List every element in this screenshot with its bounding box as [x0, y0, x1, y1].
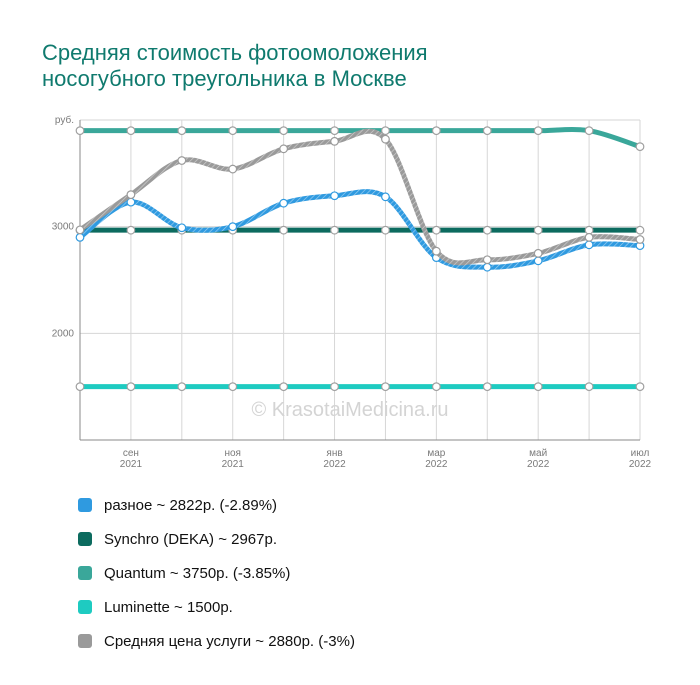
legend-item-average-price[interactable]: Средняя цена услуги ~ 2880р. (-3%)	[78, 624, 355, 658]
legend-swatch-synchro	[78, 532, 92, 546]
series-1-point	[228, 126, 238, 136]
series-1-point	[482, 126, 492, 136]
legend-swatch-average-price	[78, 634, 92, 648]
series-3-point	[279, 225, 289, 235]
chart-title-line-1: Средняя стоимость фотоомоложения	[42, 40, 428, 65]
chart-title-line-2: носогубного треугольника в Москве	[42, 66, 407, 91]
series-3-point	[381, 225, 390, 235]
series-4-point	[177, 223, 187, 233]
series-2-point	[126, 382, 136, 392]
series-2-point	[431, 382, 441, 392]
series-5-point	[635, 235, 645, 244]
series-1-point	[279, 126, 289, 136]
series-3-point	[330, 225, 339, 235]
x-tick-label: янв 2022	[323, 448, 346, 470]
series-1-point	[533, 126, 543, 136]
series-5-point	[177, 156, 187, 165]
legend-item-raznoe[interactable]: разное ~ 2822р. (-2.89%)	[78, 488, 355, 522]
legend-item-quantum[interactable]: Quantum ~ 3750р. (-3.85%)	[78, 556, 355, 590]
line-chart: руб. 2000 3000 сен 2021 ноя 2021 янв 2022 мар 2022…	[52, 114, 652, 470]
series-4-point	[75, 232, 85, 242]
legend-label-quantum: Quantum ~ 3750р. (-3.85%)	[104, 564, 291, 582]
x-tick-label: май 2022	[527, 448, 550, 470]
series-2-point	[635, 382, 645, 392]
series-5-point	[330, 136, 339, 146]
series-4-point	[330, 191, 339, 201]
series-1-point	[177, 126, 187, 136]
series-4-point	[381, 192, 390, 202]
series-3-point	[482, 225, 492, 235]
series-2-point	[228, 382, 238, 392]
series-2-point	[584, 382, 594, 392]
series-2-point	[75, 382, 85, 392]
legend-label-average-price: Средняя цена услуги ~ 2880р. (-3%)	[104, 632, 355, 650]
x-tick-label: ноя 2021	[222, 448, 245, 470]
legend-swatch-raznoe	[78, 498, 92, 512]
legend-label-raznoe: разное ~ 2822р. (-2.89%)	[104, 496, 278, 514]
series-2-point	[533, 382, 543, 392]
x-tick-label: сен 2021	[120, 448, 143, 470]
series-2-point	[482, 382, 492, 392]
series-1-point	[635, 142, 645, 152]
y-axis-unit-label: руб.	[55, 114, 74, 126]
series-5-line	[77, 128, 643, 266]
series-1-point	[381, 126, 390, 136]
x-tick-label: июл 2022	[629, 448, 652, 470]
series-4-point	[482, 262, 492, 272]
series-4-point	[279, 198, 289, 208]
legend-label-luminette: Luminette ~ 1500р.	[104, 598, 233, 616]
series-3-point	[584, 225, 594, 235]
series-4-point	[584, 240, 594, 250]
legend-item-luminette[interactable]: Luminette ~ 1500р.	[78, 590, 355, 624]
series-5-point	[126, 190, 136, 200]
x-tick-label: мар 2022	[425, 448, 448, 470]
series-2-point	[330, 382, 339, 392]
series-3-point	[533, 225, 543, 235]
chart-title: Средняя стоимость фотоомоложения носогуб…	[42, 40, 662, 92]
series-5-point	[75, 225, 85, 235]
legend-swatch-quantum	[78, 566, 92, 580]
series-3-point	[126, 225, 136, 235]
series-2-point	[279, 382, 289, 392]
series-5-point	[584, 232, 594, 242]
legend-label-synchro: Synchro (DEKA) ~ 2967р.	[104, 530, 278, 548]
y-tick-label: 3000	[52, 222, 75, 233]
series-5-point	[228, 164, 238, 174]
y-tick-label: 2000	[52, 328, 75, 339]
series-5-point	[279, 144, 289, 154]
series-1-point	[431, 126, 441, 136]
series-5-point	[381, 134, 390, 144]
series-2-point	[177, 382, 187, 392]
series-1-point	[584, 126, 594, 136]
series-5-point	[431, 246, 441, 256]
chart-legend: разное ~ 2822р. (-2.89%) Synchro (DEKA) …	[78, 488, 355, 658]
series-1-point	[330, 126, 339, 136]
series-3-point	[431, 225, 441, 235]
series-1-point	[126, 126, 136, 136]
series-2-point	[381, 382, 390, 392]
legend-swatch-luminette	[78, 600, 92, 614]
series-4-point	[533, 256, 543, 266]
legend-item-synchro[interactable]: Synchro (DEKA) ~ 2967р.	[78, 522, 355, 556]
series-4-point	[228, 222, 238, 232]
series-5-point	[533, 248, 543, 258]
watermark: © KrasotaiMedicina.ru	[251, 399, 448, 421]
series-3-point	[635, 225, 645, 235]
series-5-point	[482, 255, 492, 265]
series-1-point	[75, 126, 85, 136]
